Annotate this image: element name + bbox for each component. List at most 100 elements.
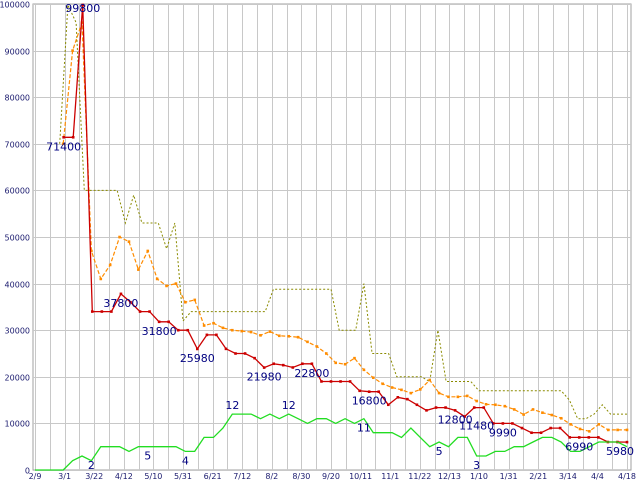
data-point	[444, 406, 447, 409]
data-point	[155, 277, 159, 281]
x-tick-label: 12/13	[438, 472, 461, 480]
data-label: 71400	[46, 140, 81, 153]
data-point	[511, 422, 514, 425]
data-point	[400, 388, 403, 392]
data-point	[71, 135, 75, 139]
data-label: 9990	[489, 426, 517, 439]
data-point	[174, 282, 178, 285]
data-label: 6990	[565, 440, 593, 453]
data-point	[418, 388, 422, 391]
data-point	[530, 431, 533, 435]
x-tick-label: 2/9	[29, 472, 42, 480]
data-point	[339, 380, 342, 383]
data-point	[456, 395, 460, 399]
data-point	[315, 345, 319, 348]
y-tick-label: 30000	[5, 327, 30, 336]
x-tick-label: 11/22	[408, 472, 431, 480]
data-point	[108, 263, 112, 267]
data-point	[268, 330, 272, 333]
data-point	[625, 440, 629, 444]
data-point	[224, 347, 228, 351]
data-point	[353, 356, 356, 360]
series-count	[35, 413, 628, 471]
data-label: 4	[182, 454, 189, 467]
y-tick-label: 50000	[5, 234, 30, 243]
data-label: 5	[436, 445, 443, 458]
x-tick-label: 3/1	[58, 472, 71, 480]
data-point	[396, 396, 400, 399]
data-point	[90, 249, 93, 253]
data-point	[358, 389, 361, 393]
data-point	[465, 394, 469, 398]
x-tick-label: 5/31	[174, 472, 192, 480]
y-tick-label: 10000	[5, 420, 30, 429]
data-point	[193, 298, 197, 302]
data-point	[119, 292, 123, 296]
data-point	[167, 320, 170, 324]
data-point	[539, 431, 543, 435]
data-point	[343, 362, 347, 366]
data-point	[184, 300, 187, 304]
x-tick-label: 7/12	[233, 472, 251, 480]
data-point	[272, 362, 276, 366]
data-point	[231, 328, 234, 332]
data-point	[550, 413, 554, 417]
data-point	[90, 310, 94, 313]
data-label: 12	[225, 399, 239, 412]
data-point	[578, 427, 582, 431]
data-label: 12800	[438, 413, 473, 426]
x-tick-label: 4/4	[591, 472, 604, 480]
data-point	[329, 380, 333, 383]
data-point	[127, 240, 131, 243]
data-point	[306, 340, 309, 344]
data-point	[588, 430, 591, 433]
data-label: 5	[144, 450, 151, 463]
series-avg_price	[61, 21, 629, 433]
grid-layer	[32, 3, 632, 471]
data-point	[296, 335, 300, 339]
data-point	[334, 361, 337, 365]
data-label: 3	[473, 459, 480, 472]
data-point	[212, 321, 215, 325]
series-max_price	[59, 4, 627, 420]
series-layer	[35, 3, 629, 471]
data-point	[587, 436, 591, 439]
data-point	[243, 352, 247, 355]
y-tick-label: 90000	[5, 48, 30, 57]
data-point	[165, 284, 168, 288]
data-point	[205, 333, 209, 337]
data-label: 99800	[65, 2, 100, 15]
x-tick-label: 8/2	[265, 472, 278, 480]
data-point	[137, 268, 140, 271]
data-point	[415, 403, 419, 407]
data-point	[148, 310, 151, 313]
data-point	[310, 362, 314, 366]
x-tick-label: 1/31	[500, 472, 518, 480]
data-point	[262, 366, 266, 369]
x-tick-label: 5/10	[144, 472, 162, 480]
y-tick-label: 60000	[5, 187, 30, 196]
data-point	[386, 403, 390, 407]
data-point	[503, 404, 507, 408]
data-point	[99, 277, 103, 281]
data-point	[202, 324, 206, 327]
data-point	[146, 249, 150, 253]
data-point	[367, 390, 371, 394]
data-point	[453, 409, 457, 412]
data-point	[215, 333, 218, 337]
data-label: 11	[357, 422, 371, 435]
x-tick-label: 4/12	[115, 472, 133, 480]
data-point	[129, 300, 132, 304]
data-label: 31800	[142, 325, 177, 338]
x-tick-label: 8/30	[292, 472, 310, 480]
series-line	[59, 4, 627, 420]
series-min_price	[62, 3, 629, 444]
data-point	[428, 378, 431, 382]
data-point	[531, 408, 535, 411]
data-point	[62, 135, 65, 139]
y-tick-label: 20000	[5, 374, 30, 383]
data-point	[291, 366, 295, 369]
data-point	[520, 426, 524, 430]
